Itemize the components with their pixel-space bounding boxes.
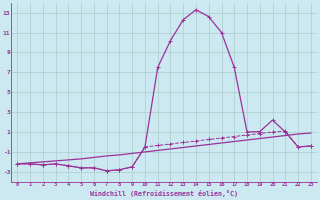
X-axis label: Windchill (Refroidissement éolien,°C): Windchill (Refroidissement éolien,°C): [90, 190, 238, 197]
